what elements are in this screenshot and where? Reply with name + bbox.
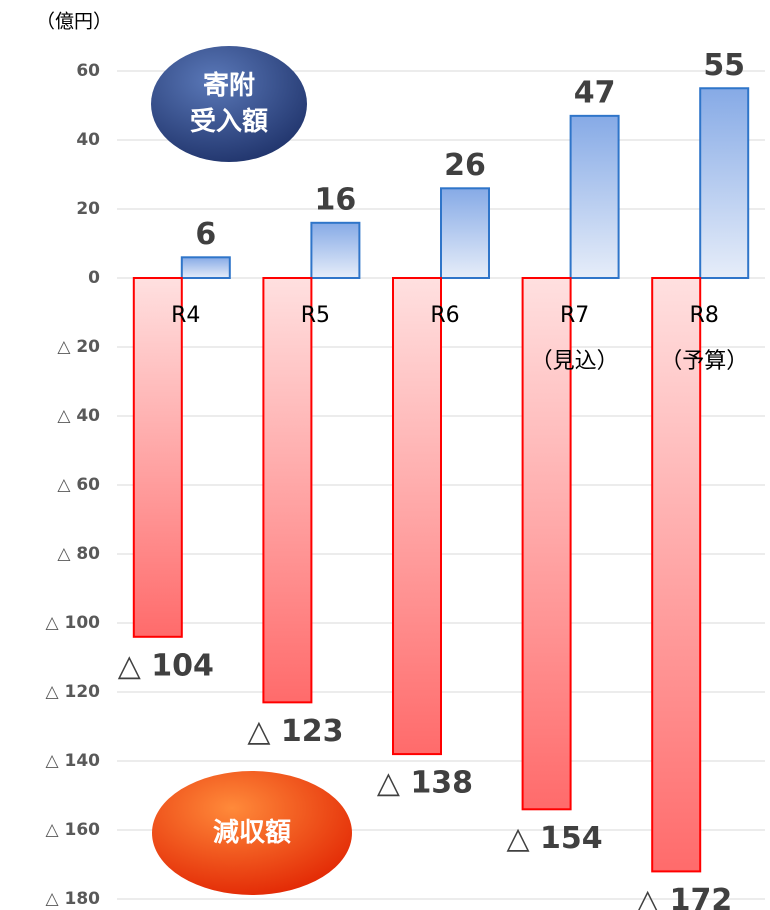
y-tick-label: △ 120 [46,682,101,702]
value-label: 6 [195,217,216,252]
bar [569,114,620,279]
y-tick-label: △ 20 [57,337,100,357]
y-tick-label: 0 [88,268,100,288]
value-label: 26 [444,148,486,183]
x-tick-label: R7 （見込） [531,303,619,374]
bar [521,277,572,811]
y-tick-label: △ 140 [46,751,101,771]
y-tick-label: △ 100 [46,613,101,633]
x-tick-label: R6 [430,303,459,328]
y-tick-label: △ 180 [46,889,101,909]
y-tick-label: 60 [76,61,100,81]
y-tick-label: △ 60 [57,475,100,495]
bar [132,277,183,638]
legend-label: 減収額 [213,818,291,848]
x-tick-label: R5 [301,303,330,328]
legend-marker [152,771,352,895]
x-tick-label: R8 （予算） [660,303,748,374]
value-label: △ 138 [377,766,473,801]
bar [262,277,313,704]
bar [180,256,231,279]
value-label: △ 154 [507,821,603,856]
legend-label: 寄附受入額 [190,70,268,137]
value-label: 16 [315,182,357,217]
y-tick-label: 20 [76,199,100,219]
value-label: 55 [703,48,745,83]
bar [310,221,361,280]
bar [651,277,702,873]
unit-label: （億円） [36,11,112,33]
y-tick-label: △ 160 [46,820,101,840]
value-label: △ 123 [247,714,343,749]
y-tick-label: △ 80 [57,544,100,564]
bar [699,87,750,279]
value-label: △ 172 [636,883,732,910]
y-tick-label: 40 [76,130,100,150]
value-label: 47 [574,75,616,110]
bar [440,187,490,279]
value-label: △ 104 [118,648,214,683]
bar [392,277,442,756]
x-tick-label: R4 [171,303,200,328]
y-tick-label: △ 40 [57,406,100,426]
legend-marker [151,46,307,162]
